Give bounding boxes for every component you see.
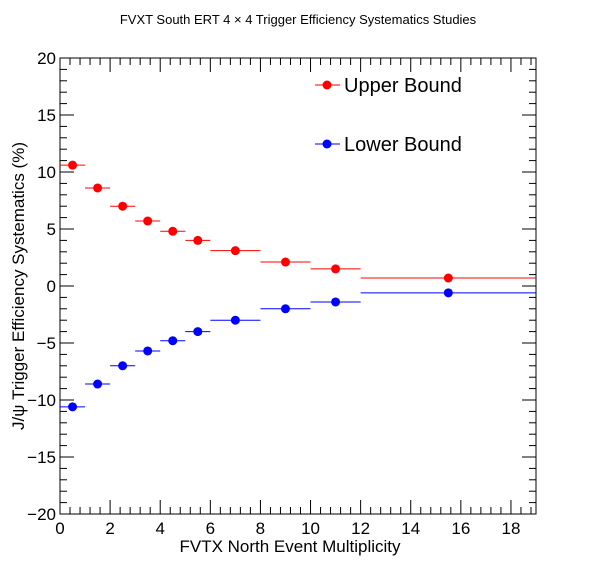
- y-tick-label: −10: [27, 391, 56, 410]
- x-tick-label: 4: [155, 519, 164, 538]
- x-tick-label: 10: [301, 519, 320, 538]
- data-point: [331, 297, 341, 307]
- data-point: [193, 327, 203, 337]
- y-tick-label: 20: [37, 49, 56, 68]
- x-tick-label: 14: [401, 519, 420, 538]
- x-tick-label: 6: [206, 519, 215, 538]
- data-point: [68, 402, 78, 412]
- y-tick-label: 10: [37, 163, 56, 182]
- x-axis: 0 2 4 6 8 10 12 14 16 18: [55, 58, 532, 538]
- data-point: [331, 264, 341, 274]
- x-tick-label: 12: [351, 519, 370, 538]
- series-layer: [60, 160, 536, 412]
- data-point: [143, 346, 153, 356]
- data-point: [143, 216, 153, 226]
- data-point: [193, 235, 203, 245]
- y-tick-label: 5: [47, 220, 56, 239]
- y-tick-label: 15: [37, 106, 56, 125]
- legend-marker: [322, 80, 332, 90]
- legend-marker: [322, 139, 332, 149]
- data-point: [443, 273, 453, 283]
- x-tick-label: 18: [501, 519, 520, 538]
- y-tick-label: 0: [47, 277, 56, 296]
- y-tick-label: −5: [37, 334, 56, 353]
- legend-label: Upper Bound: [344, 75, 462, 97]
- data-point: [93, 379, 103, 389]
- x-tick-label: 0: [55, 519, 64, 538]
- data-point: [68, 160, 78, 170]
- data-point: [280, 304, 290, 314]
- legend-item-lower-bound: Lower Bound: [315, 134, 462, 156]
- x-tick-label: 16: [451, 519, 470, 538]
- y-axis-title: J/ψ Trigger Efficiency Systematics (%): [9, 142, 28, 430]
- chart-title: FVXT South ERT 4 × 4 Trigger Efficiency …: [120, 12, 477, 27]
- data-point: [93, 183, 103, 193]
- data-point: [443, 288, 453, 298]
- y-tick-label: −20: [27, 505, 56, 524]
- plot-frame: [59, 57, 537, 515]
- data-point: [230, 315, 240, 325]
- legend-item-upper-bound: Upper Bound: [315, 75, 462, 97]
- y-tick-label: −15: [27, 448, 56, 467]
- x-tick-label: 2: [105, 519, 114, 538]
- legend-label: Lower Bound: [344, 134, 462, 156]
- data-point: [280, 257, 290, 267]
- data-point: [230, 246, 240, 256]
- x-tick-label: 8: [256, 519, 265, 538]
- series-lower-bound: [60, 288, 536, 412]
- data-point: [118, 361, 128, 371]
- x-axis-title: FVTX North Event Multiplicity: [179, 537, 401, 556]
- legend: Upper Bound Lower Bound: [315, 75, 462, 156]
- data-point: [168, 226, 178, 236]
- series-upper-bound: [60, 160, 536, 283]
- data-point: [168, 336, 178, 346]
- data-point: [118, 201, 128, 211]
- y-axis: −20 −15 −10 −5 0 5 10 15 20: [27, 49, 536, 524]
